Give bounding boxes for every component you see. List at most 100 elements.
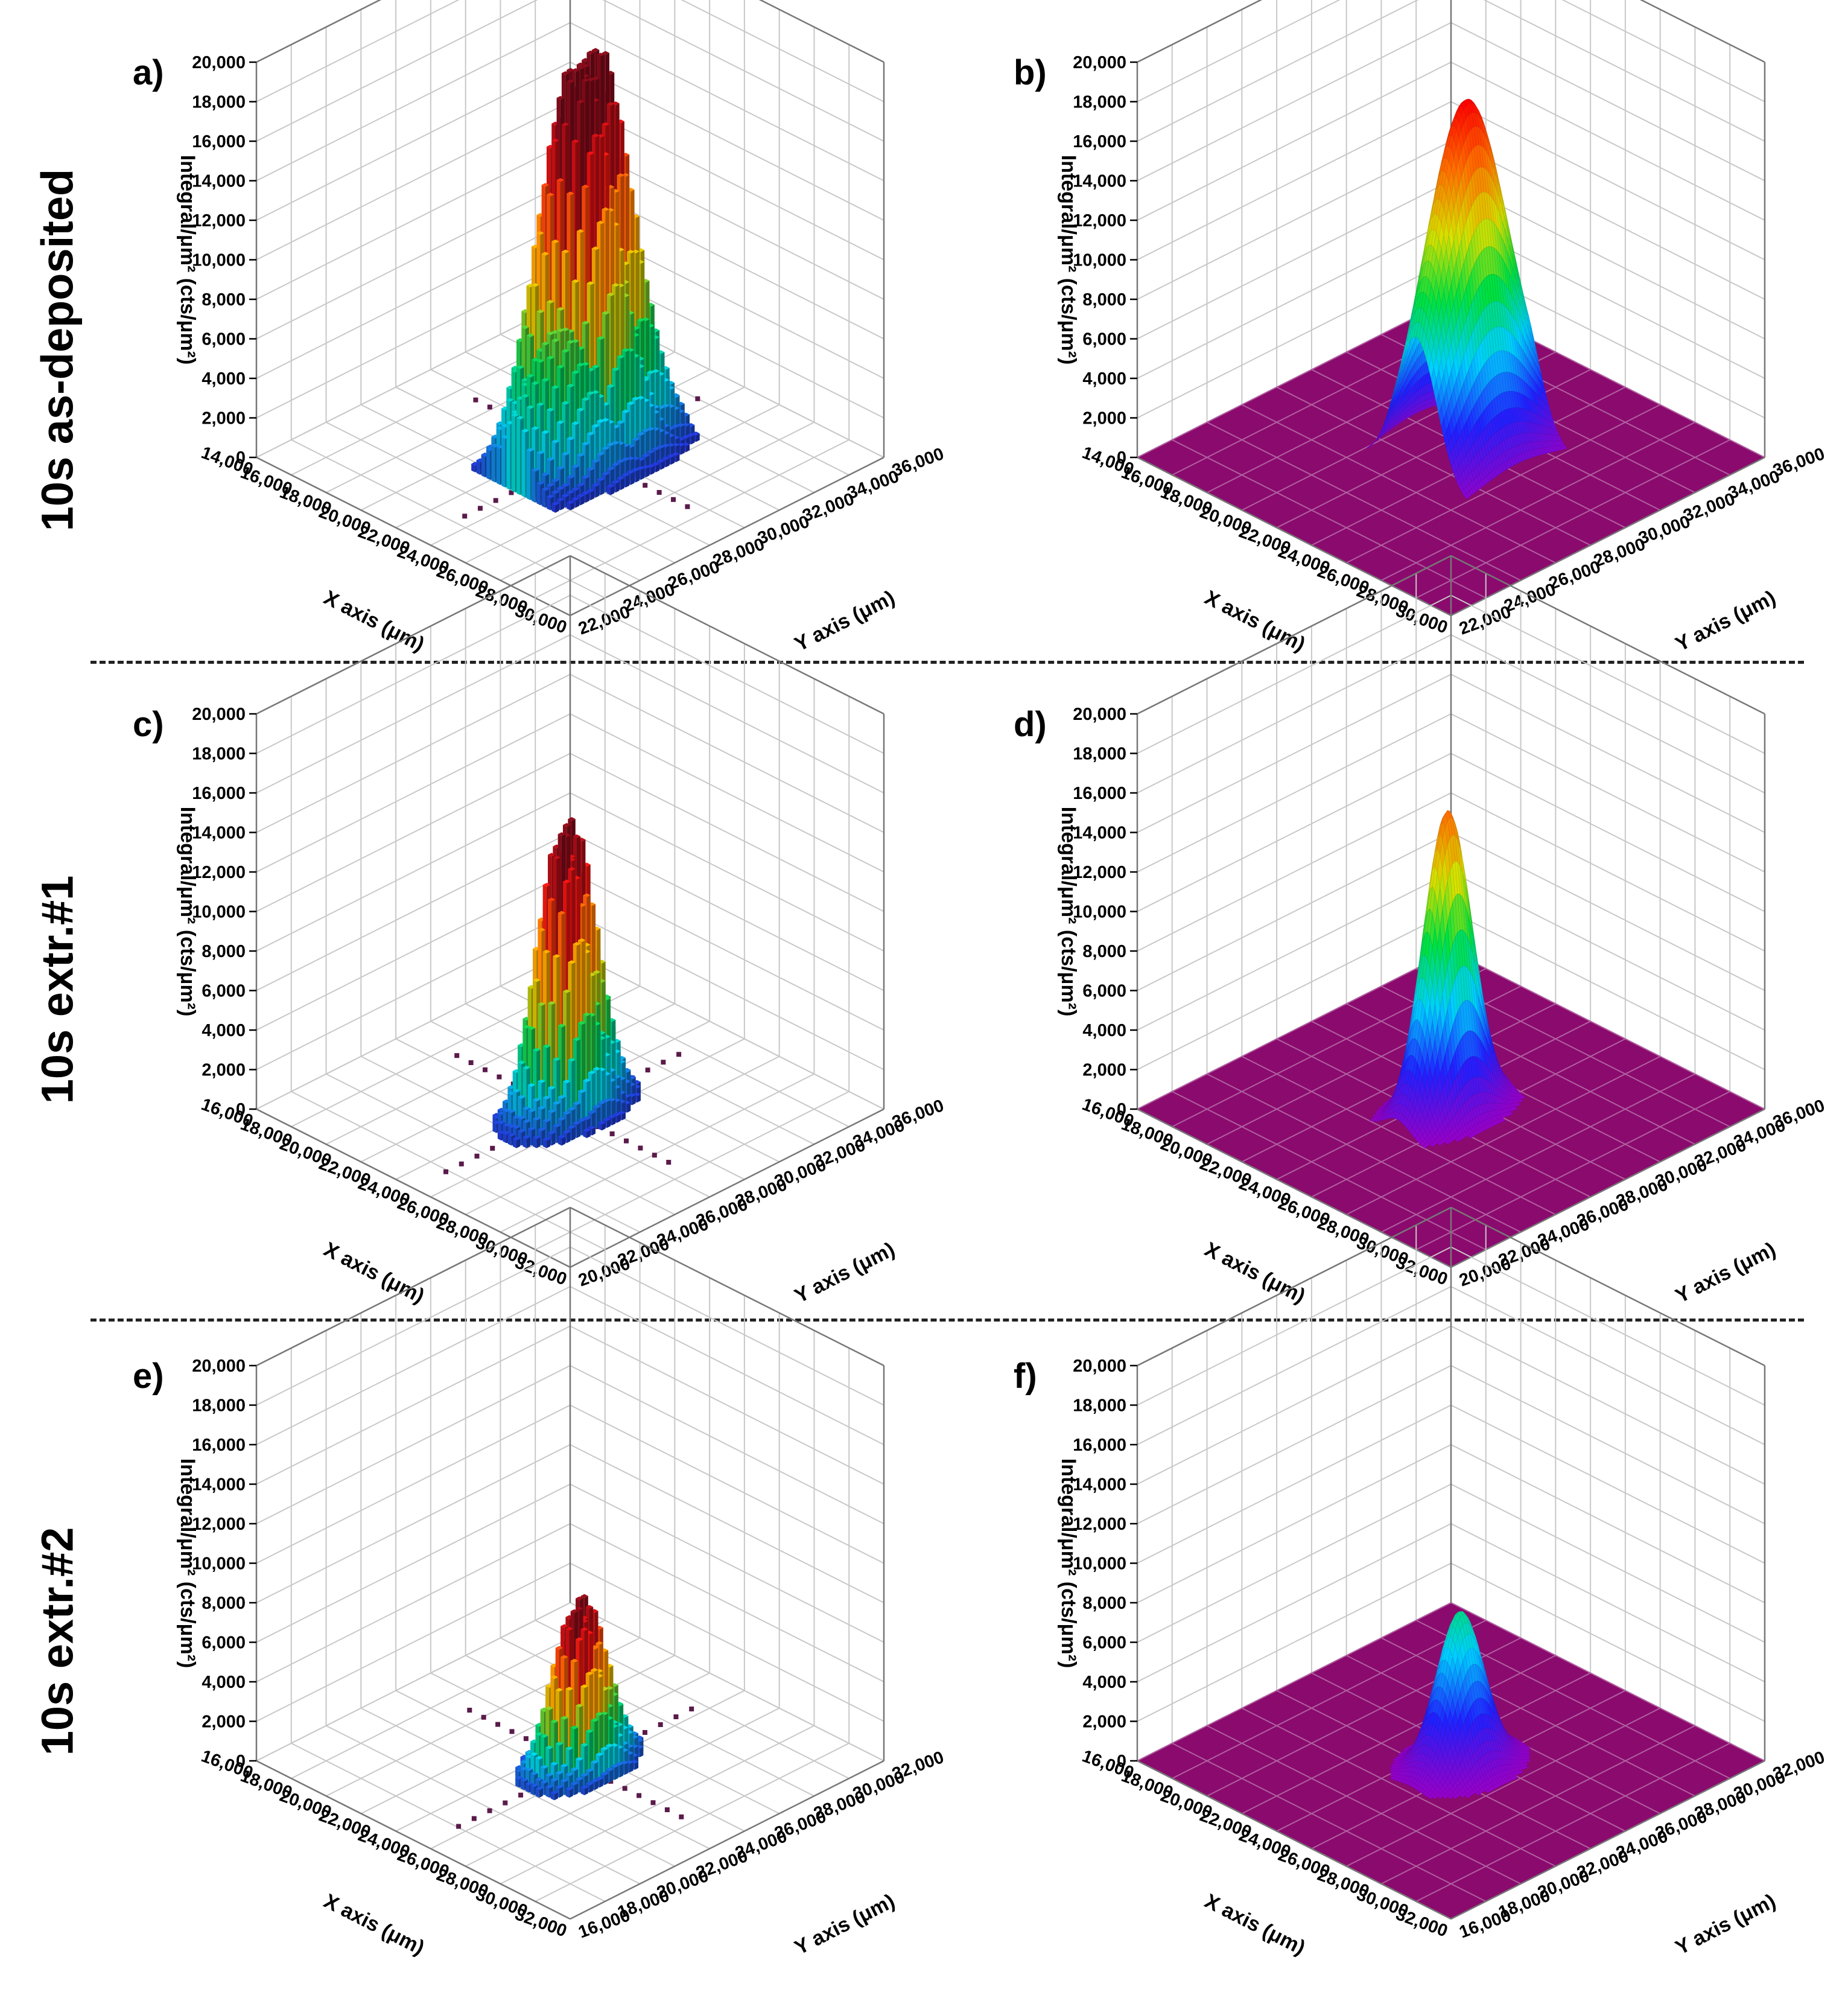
bars-layer — [471, 48, 700, 513]
bar-face — [597, 336, 605, 340]
bar-face — [583, 943, 591, 947]
bar-face — [677, 409, 685, 413]
bar-face — [647, 392, 655, 396]
bar-face — [551, 439, 559, 444]
scatter-point — [638, 1145, 643, 1151]
frame-edge — [256, 456, 571, 617]
gridline — [256, 832, 571, 991]
bar-face — [586, 50, 594, 55]
bar-face — [656, 445, 665, 449]
bar-face — [647, 323, 655, 328]
bar-face — [655, 463, 660, 472]
scatter-point — [695, 396, 700, 401]
bar-face — [557, 832, 566, 836]
bar-face — [597, 134, 605, 138]
gridline — [535, 1090, 849, 1250]
gridline — [1640, 0, 1765, 63]
frame-edge — [570, 456, 884, 617]
bar-face — [546, 496, 551, 511]
bar-face — [556, 364, 565, 369]
bar-face — [637, 1094, 641, 1103]
bar-face — [597, 419, 605, 423]
z-tick-label: 10,000 — [192, 251, 246, 270]
bar-face — [576, 65, 585, 70]
bar-face — [516, 365, 524, 369]
bar-face — [682, 422, 690, 427]
chart-panel-c: 0 2,000 4,000 6,000 8,000 10,000 12,000 14,000 1… — [109, 555, 947, 1309]
bar-face — [567, 383, 574, 388]
gridline — [256, 299, 571, 458]
bar-face — [595, 485, 600, 498]
bar-face — [561, 122, 570, 127]
bar-face — [602, 122, 609, 126]
bar-face — [536, 450, 544, 454]
bar-face — [627, 444, 635, 448]
bar-face — [561, 493, 570, 498]
bar-face — [531, 381, 539, 385]
bar-face — [627, 456, 635, 460]
bar-face — [633, 1092, 641, 1096]
bar-face — [556, 307, 565, 311]
bar-face — [536, 358, 544, 363]
bar-face — [576, 62, 585, 66]
bar — [606, 484, 615, 495]
bar-face — [536, 483, 541, 506]
gridline — [570, 634, 884, 794]
bar-face — [632, 468, 640, 472]
bar-face — [621, 409, 630, 413]
bar-face — [672, 452, 680, 456]
bar-face — [501, 434, 509, 439]
bar-face — [536, 309, 544, 314]
bar-face — [611, 486, 615, 495]
z-tick-label: 12,000 — [1073, 211, 1126, 231]
bar-face — [546, 355, 554, 360]
bar-face — [573, 834, 581, 838]
bar-face — [556, 328, 565, 332]
bar-face — [511, 415, 515, 493]
bar-face — [633, 1084, 641, 1089]
gridline — [1415, 439, 1730, 599]
bar-face — [647, 302, 655, 307]
gridline — [291, 439, 606, 599]
bar-face — [606, 466, 615, 471]
bar-face — [576, 407, 585, 412]
panel-label: b) — [1014, 53, 1047, 92]
bar-face — [521, 325, 529, 329]
gridline — [1450, 101, 1765, 261]
scatter-point — [454, 1053, 460, 1058]
bar-face — [586, 488, 594, 492]
bar-face — [665, 458, 670, 468]
bar-face — [526, 405, 535, 409]
z-tick-label: 4,000 — [202, 369, 246, 389]
frame-edge — [256, 0, 382, 63]
bar-face — [576, 363, 585, 367]
bar-face — [561, 249, 570, 253]
bar-face — [592, 970, 601, 974]
bar-face — [612, 222, 620, 226]
chart-panel-a: 0 2,000 4,000 6,000 8,000 10,000 12,000 14,000 1… — [109, 0, 947, 658]
surface-patch — [1463, 493, 1469, 500]
bar-face — [647, 427, 655, 431]
bar-face — [580, 495, 585, 506]
bar-face — [521, 428, 529, 433]
bar-face — [591, 133, 600, 138]
bar-face — [627, 348, 635, 352]
bar-face — [591, 48, 600, 52]
bar-face — [476, 460, 480, 475]
bar-face — [471, 463, 475, 472]
bar-face — [521, 430, 526, 498]
gridline — [1137, 0, 1419, 142]
gridline — [1450, 22, 1765, 182]
scatter-point — [676, 1052, 682, 1057]
bar-face — [591, 424, 600, 428]
bar-face — [501, 406, 509, 410]
bar-face — [561, 349, 570, 353]
bar-face — [551, 338, 559, 342]
bar-face — [612, 189, 620, 193]
bar-face — [618, 1055, 626, 1060]
z-tick-label: 2,000 — [1082, 409, 1126, 428]
scatter-point — [490, 1145, 495, 1151]
bar-face — [591, 483, 600, 487]
bar-face — [551, 138, 559, 142]
gridline — [1450, 141, 1765, 300]
